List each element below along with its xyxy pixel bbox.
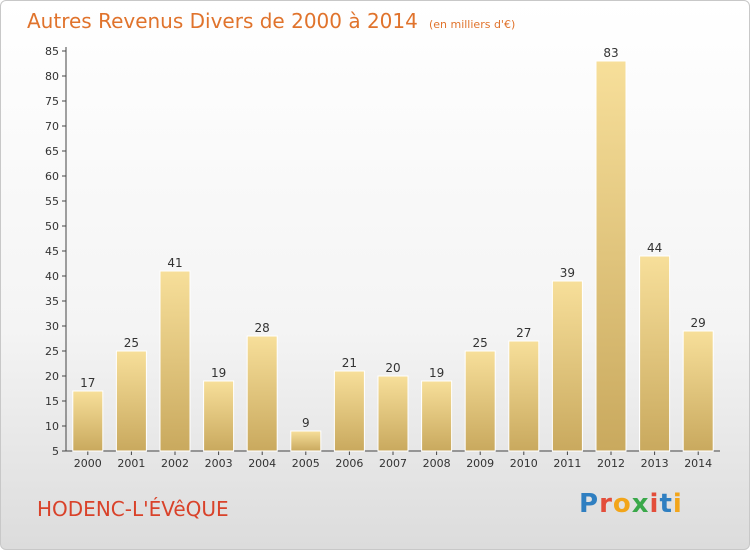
- x-axis: 2000 2001 2002 2003 2004 2005 2006 2007 2008 2009…: [66, 450, 720, 470]
- y-tick-label: 20: [45, 370, 59, 383]
- x-tick-label: 2001: [117, 457, 145, 470]
- bar: [639, 255, 671, 452]
- x-tick-label: 2007: [379, 457, 407, 470]
- bar: [682, 330, 714, 452]
- bar-value-label: 9: [302, 416, 310, 430]
- y-tick-label: 70: [45, 120, 59, 133]
- logo-letter: P: [579, 489, 600, 519]
- bar-value-label: 29: [691, 316, 706, 330]
- title-row: Autres Revenus Divers de 2000 à 2014 (en…: [27, 9, 515, 33]
- bar: [203, 380, 235, 452]
- town-name: HODENC-L'ÉVêQUE: [37, 497, 229, 521]
- x-tick-label: 2011: [553, 457, 581, 470]
- y-tick-label: 5: [52, 445, 59, 458]
- logo-letter: o: [612, 489, 632, 519]
- y-tick-label: 25: [45, 345, 59, 358]
- bar: [508, 340, 540, 452]
- bar-value-label: 41: [167, 256, 182, 270]
- bar-value-label: 27: [516, 326, 531, 340]
- proxiti-logo: Proxiti: [579, 489, 683, 519]
- y-tick-label: 85: [45, 45, 59, 58]
- y-tick-label: 75: [45, 95, 59, 108]
- bar: [333, 370, 365, 452]
- bar-value-label: 21: [342, 356, 357, 370]
- bar-value-label: 39: [560, 266, 575, 280]
- bars: [72, 60, 714, 452]
- logo-letter: x: [631, 489, 650, 519]
- bar: [595, 60, 627, 452]
- bar: [159, 270, 191, 452]
- y-tick-label: 35: [45, 295, 59, 308]
- y-tick-label: 80: [45, 70, 59, 83]
- bar: [377, 375, 409, 452]
- bar-value-label: 19: [429, 366, 444, 380]
- logo-letter: i: [649, 489, 660, 519]
- bar-value-label: 25: [124, 336, 139, 350]
- logo-letter: i: [672, 489, 683, 519]
- y-tick-label: 30: [45, 320, 59, 333]
- bar-value-label: 20: [385, 361, 400, 375]
- y-tick-label: 55: [45, 195, 59, 208]
- y-axis: 5 10 15 20 25 30 35 40 45 50 55 60 65 70 75 80 85: [45, 45, 67, 458]
- logo-letter: t: [659, 489, 673, 519]
- bar-value-label: 44: [647, 241, 662, 255]
- x-tick-label: 2005: [292, 457, 320, 470]
- x-tick-label: 2009: [466, 457, 494, 470]
- bar: [290, 430, 322, 452]
- x-tick-label: 2003: [205, 457, 233, 470]
- chart-subtitle: (en milliers d'€): [428, 18, 516, 31]
- bar: [246, 335, 278, 452]
- y-tick-label: 60: [45, 170, 59, 183]
- x-tick-label: 2014: [684, 457, 712, 470]
- chart-title: Autres Revenus Divers de 2000 à 2014: [27, 9, 418, 33]
- x-tick-label: 2000: [74, 457, 102, 470]
- x-tick-label: 2006: [335, 457, 363, 470]
- x-tick-label: 2013: [641, 457, 669, 470]
- x-tick-label: 2010: [510, 457, 538, 470]
- x-tick-label: 2004: [248, 457, 276, 470]
- bar-value-label: 17: [80, 376, 95, 390]
- y-tick-label: 40: [45, 270, 59, 283]
- y-tick-label: 10: [45, 420, 59, 433]
- bar-value-label: 28: [255, 321, 270, 335]
- bar: [115, 350, 147, 452]
- data-labels: 17 25 41 19 28 9 21 20 19 25 27 39 83 44 29: [80, 46, 706, 430]
- y-tick-label: 50: [45, 220, 59, 233]
- y-tick-label: 15: [45, 395, 59, 408]
- logo-letter: r: [599, 489, 613, 519]
- y-tick-label: 45: [45, 245, 59, 258]
- y-tick-label: 65: [45, 145, 59, 158]
- bar-value-label: 25: [473, 336, 488, 350]
- x-tick-label: 2002: [161, 457, 189, 470]
- bar: [72, 390, 104, 452]
- bar-value-label: 83: [603, 46, 618, 60]
- x-tick-label: 2008: [423, 457, 451, 470]
- bar: [551, 280, 583, 452]
- bar-value-label: 19: [211, 366, 226, 380]
- bar: [421, 380, 453, 452]
- x-tick-label: 2012: [597, 457, 625, 470]
- bar: [464, 350, 496, 452]
